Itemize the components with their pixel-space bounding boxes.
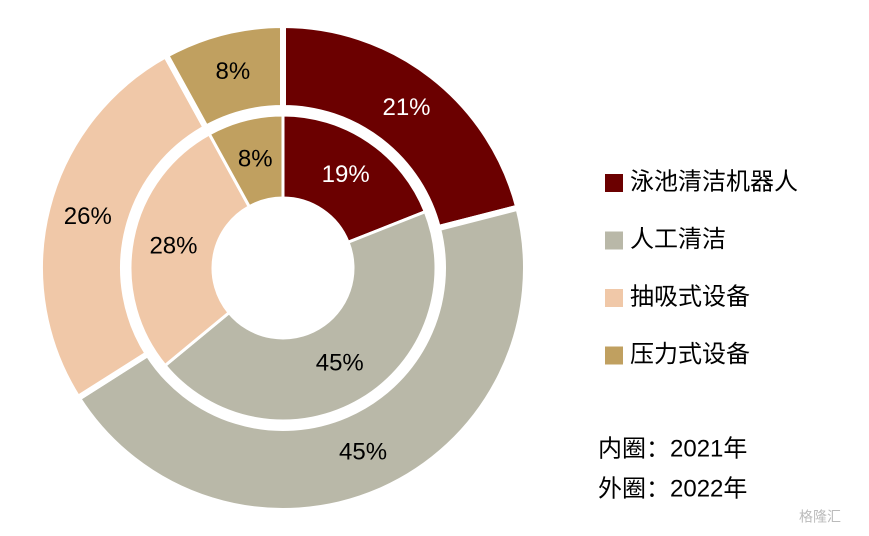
donut-slice (73, 203, 529, 514)
data-label: 21% (382, 94, 430, 121)
data-label: 8% (216, 58, 251, 85)
legend-label: 泳池清洁机器人 (630, 168, 798, 195)
data-label: 45% (316, 349, 364, 376)
donut-slice (207, 113, 285, 209)
legend-label: 压力式设备 (630, 341, 750, 368)
annotation: 外圈：2022年 (598, 475, 747, 502)
data-label: 45% (339, 438, 387, 465)
watermark: 格隆汇 (799, 509, 841, 525)
legend-swatch (605, 174, 623, 192)
legend-swatch (605, 231, 623, 250)
donut-slice (161, 21, 286, 132)
legend-label: 抽吸式设备 (630, 283, 750, 310)
legend-swatch (605, 346, 623, 365)
legend-swatch (605, 289, 623, 307)
data-label: 28% (149, 232, 197, 259)
donut-slice (37, 50, 210, 403)
data-label: 19% (322, 161, 370, 188)
ring-border (126, 111, 440, 425)
donut-slice (128, 131, 252, 368)
annotation: 内圈：2021年 (598, 435, 747, 462)
donut-slice (162, 209, 438, 423)
donut-slice (281, 113, 428, 245)
data-label: 8% (238, 145, 273, 172)
data-label: 26% (64, 203, 112, 230)
legend-label: 人工清洁 (630, 226, 726, 253)
